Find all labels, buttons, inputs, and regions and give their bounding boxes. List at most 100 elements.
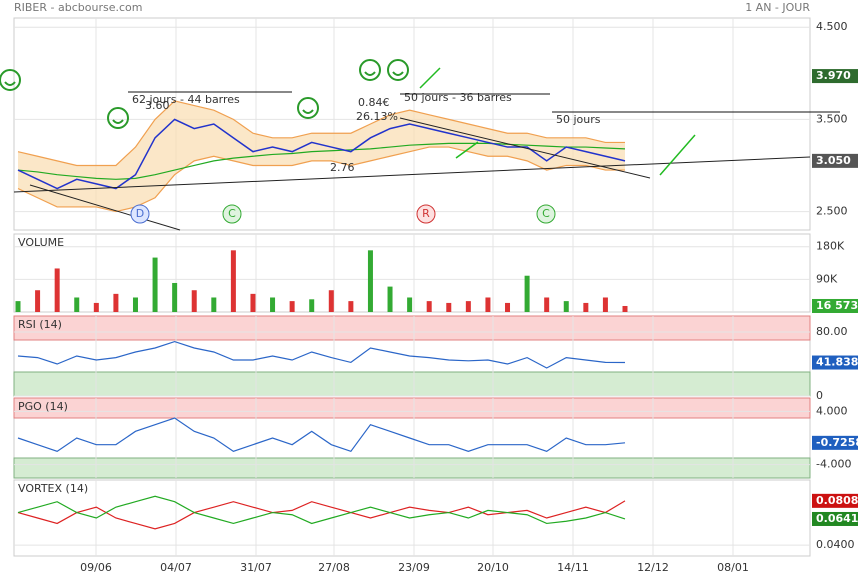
value-box xyxy=(812,435,858,450)
volume-bar xyxy=(602,297,608,312)
volume-bar xyxy=(465,301,471,312)
y-tick-label: 0.0400 xyxy=(816,538,855,551)
x-tick-label: 20/10 xyxy=(477,561,509,574)
panel-title: RSI (14) xyxy=(18,318,62,331)
volume-bar xyxy=(328,290,334,312)
signal-marker xyxy=(416,204,436,224)
signal-label: C xyxy=(228,207,236,220)
oversold-zone xyxy=(13,371,811,397)
smiley xyxy=(359,59,381,81)
y-tick-label: 90K xyxy=(816,272,838,285)
arrow xyxy=(659,134,696,176)
value-box-label: 16 573 xyxy=(816,299,858,312)
volume-bar xyxy=(270,297,276,312)
x-tick-label: 31/07 xyxy=(240,561,272,574)
volume-bar xyxy=(446,302,452,312)
volume-bar xyxy=(191,290,197,312)
value-box-label: -0.7258 xyxy=(816,436,860,449)
x-tick-label: 27/08 xyxy=(318,561,350,574)
series-line xyxy=(17,100,625,167)
smiley xyxy=(107,107,129,129)
arrow xyxy=(419,67,441,89)
panel-title: PGO (14) xyxy=(18,400,68,413)
value-box xyxy=(812,153,858,168)
value-box-label: 3.050 xyxy=(816,154,851,167)
volume-bar xyxy=(54,268,60,312)
overbought-zone xyxy=(13,397,811,419)
panel-title: VORTEX (14) xyxy=(18,482,88,495)
volume-bar xyxy=(132,297,138,312)
trend-line xyxy=(399,117,651,179)
volume-bar xyxy=(426,301,432,312)
series-line xyxy=(17,500,626,530)
volume-bar xyxy=(407,297,413,312)
y-tick-label: -4.000 xyxy=(816,458,851,471)
x-tick-label: 12/12 xyxy=(637,561,669,574)
volume-bar xyxy=(309,299,315,312)
annotation: 0.84€ xyxy=(358,96,390,109)
volume-bar xyxy=(250,293,256,312)
series-line xyxy=(17,142,626,180)
signal-marker xyxy=(222,204,242,224)
volume-bar xyxy=(152,257,158,312)
annotation: 3.60 xyxy=(145,99,170,112)
smiley-mouth xyxy=(392,71,404,76)
oversold-zone xyxy=(13,457,811,479)
signal-label: R xyxy=(422,207,430,220)
value-box xyxy=(812,355,858,370)
period: 1 AN - JOUR xyxy=(745,1,810,14)
y-tick-label: 4.500 xyxy=(816,20,848,33)
smiley xyxy=(297,97,319,119)
volume-bar xyxy=(93,302,99,312)
annotation: 62 jours - 44 barres xyxy=(132,93,240,106)
panel-title: VOLUME xyxy=(18,236,64,249)
x-tick-label: 23/09 xyxy=(398,561,430,574)
signal-marker xyxy=(130,204,150,224)
signal-label: C xyxy=(542,207,550,220)
volume-bar xyxy=(211,297,217,312)
x-tick-label: 09/06 xyxy=(80,561,112,574)
volume-bar xyxy=(485,297,491,312)
x-tick-label: 04/07 xyxy=(160,561,192,574)
volume-bar xyxy=(113,293,119,312)
smiley-mouth xyxy=(302,109,314,114)
value-box-label: 0.0808 xyxy=(816,494,858,507)
annotation: 50 jours - 36 barres xyxy=(404,91,512,104)
overbought-zone xyxy=(13,315,811,341)
series-line xyxy=(17,417,626,453)
y-tick-label: 80.00 xyxy=(816,325,848,338)
volume-bar xyxy=(505,302,511,312)
volume-bar xyxy=(289,301,295,312)
trend-line xyxy=(13,156,811,193)
smiley xyxy=(387,59,409,81)
volume-bar xyxy=(367,250,373,312)
annotation: 26.13% xyxy=(356,110,398,123)
panel-frame xyxy=(13,479,811,557)
y-tick-label: 0 xyxy=(816,389,823,402)
volume-bar xyxy=(74,297,80,312)
volume-bar xyxy=(524,275,530,312)
volume-bar xyxy=(387,286,393,312)
y-tick-label: 2.500 xyxy=(816,205,848,218)
boll-fill xyxy=(18,100,625,212)
volume-bar xyxy=(583,302,589,312)
value-box xyxy=(812,298,858,313)
smiley-mouth xyxy=(364,71,376,76)
smiley xyxy=(0,69,21,91)
series-line xyxy=(17,495,626,525)
series-line xyxy=(17,146,625,213)
volume-bar xyxy=(563,301,569,312)
value-box xyxy=(812,69,858,84)
y-tick-label: 180K xyxy=(816,240,845,253)
value-box-label: 3.970 xyxy=(816,69,851,82)
value-box xyxy=(812,493,858,508)
series-line xyxy=(17,118,626,190)
chart-title: RIBER - abcbourse.com xyxy=(14,1,142,14)
smiley-mouth xyxy=(112,119,124,124)
volume-bar xyxy=(35,290,41,312)
annotation: 2.76 xyxy=(330,161,355,174)
arrow xyxy=(455,141,479,159)
y-tick-label: 3.500 xyxy=(816,112,848,125)
y-tick-label: 4.000 xyxy=(816,404,848,417)
